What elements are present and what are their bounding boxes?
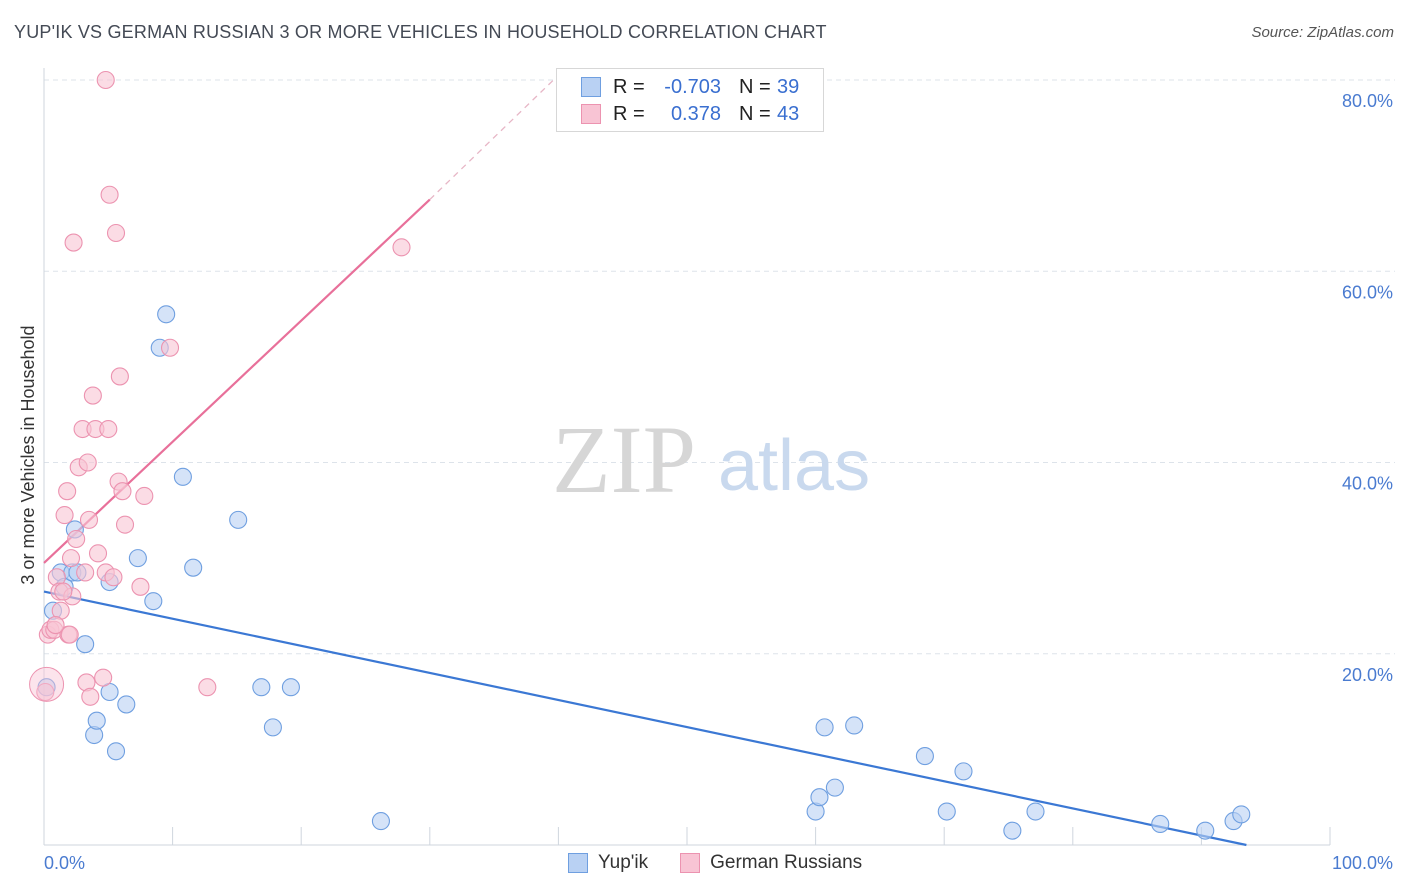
data-points [29, 70, 1251, 840]
yupik-point[interactable] [845, 716, 864, 735]
legend-n-label: N = [739, 75, 771, 98]
x-tick-label-max: 100.0% [1332, 853, 1393, 873]
yupik-point[interactable] [117, 695, 136, 714]
german-russians-point[interactable] [46, 616, 65, 635]
yupik-point[interactable] [815, 718, 834, 737]
yupik-point[interactable] [810, 788, 829, 807]
yupik-point[interactable] [87, 711, 106, 730]
yupik-point[interactable] [1151, 814, 1170, 834]
german-russians-point[interactable] [54, 582, 73, 601]
legend-n-value: 39 [777, 75, 800, 98]
legend-label-german-russians: German Russians [710, 852, 863, 873]
legend-row-yupik: R = -0.703 N = 39 [581, 74, 799, 100]
y-tick-label: 80.0% [1342, 91, 1393, 111]
legend-label-yupik: Yup'ik [598, 852, 649, 873]
yupik-point[interactable] [76, 635, 95, 654]
german-russians-point[interactable] [100, 185, 119, 204]
legend-r-label: R = [613, 75, 645, 98]
german-russians-point[interactable] [96, 70, 115, 90]
german-russians-point[interactable] [198, 678, 217, 697]
y-tick-label: 20.0% [1342, 665, 1393, 685]
legend-item-yupik[interactable]: Yup'ik [568, 852, 648, 874]
grid-lines [44, 79, 1395, 655]
yupik-point[interactable] [144, 592, 163, 611]
yupik-point[interactable] [1003, 821, 1022, 840]
german-russians-point[interactable] [60, 625, 79, 644]
german-russians-point[interactable] [106, 223, 126, 243]
chart-title: YUP'IK VS GERMAN RUSSIAN 3 OR MORE VEHIC… [14, 22, 827, 42]
legend-swatch-pink [581, 104, 601, 124]
yupik-point[interactable] [1196, 821, 1215, 840]
german-russians-point[interactable] [392, 238, 411, 257]
german-russians-trend-extension [429, 74, 559, 200]
legend-swatch-blue [581, 77, 601, 97]
german-russians-point[interactable] [76, 563, 95, 582]
german-russians-point[interactable] [99, 419, 118, 439]
german-russians-point[interactable] [78, 453, 97, 472]
legend-r-label: R = [613, 102, 645, 125]
yupik-point[interactable] [371, 812, 390, 831]
trend-lines [43, 74, 1247, 847]
watermark-atlas: atlas [718, 426, 870, 506]
legend-row-german-russians: R = 0.378 N = 43 [581, 101, 799, 127]
german-russians-point[interactable] [115, 515, 135, 534]
german-russians-point[interactable] [110, 367, 129, 386]
y-tick-label: 40.0% [1342, 474, 1393, 494]
legend-item-german-russians[interactable]: German Russians [680, 852, 862, 874]
yupik-point[interactable] [281, 678, 300, 697]
german-russians-point[interactable] [83, 386, 102, 405]
german-russians-point[interactable] [88, 544, 108, 563]
yupik-point[interactable] [184, 558, 203, 577]
watermark: ZIP atlas [552, 406, 870, 513]
german-russians-point[interactable] [160, 338, 180, 357]
yupik-point[interactable] [1232, 805, 1251, 824]
german-russians-point[interactable] [64, 233, 83, 252]
x-tick-label-min: 0.0% [44, 853, 85, 873]
legend-n-label: N = [739, 102, 771, 125]
source-label: Source: ZipAtlas.com [1251, 24, 1394, 41]
watermark-zip: ZIP [552, 406, 696, 513]
german-russians-point[interactable] [36, 682, 55, 702]
yupik-trend-line [43, 590, 1247, 847]
correlation-legend: R = -0.703 N = 39 R = 0.378 N = 43 [556, 68, 824, 132]
legend-swatch-pink [680, 853, 701, 873]
yupik-point[interactable] [106, 742, 126, 761]
german-russians-cluster-point[interactable] [29, 666, 65, 702]
german-russians-point[interactable] [58, 482, 77, 501]
german-russians-point[interactable] [94, 668, 113, 687]
axes: 20.0% 40.0% 60.0% 80.0% 0.0% 100.0% [43, 68, 1393, 873]
yupik-point[interactable] [252, 678, 271, 697]
y-axis-label: 3 or more Vehicles in Household [18, 325, 38, 584]
yupik-point[interactable] [825, 778, 844, 797]
legend-r-value: -0.703 [664, 75, 721, 98]
yupik-point[interactable] [173, 467, 192, 486]
german-russians-point[interactable] [131, 577, 150, 596]
german-russians-point[interactable] [79, 510, 99, 529]
yupik-point[interactable] [263, 718, 282, 737]
german-russians-point[interactable] [135, 486, 154, 506]
yupik-point[interactable] [128, 549, 147, 568]
german-russians-point[interactable] [61, 549, 81, 568]
legend-swatch-blue [568, 853, 588, 873]
legend-n-value: 43 [777, 102, 800, 125]
yupik-point[interactable] [157, 305, 176, 324]
german-russians-point[interactable] [81, 687, 100, 706]
legend-r-value: 0.378 [670, 102, 721, 125]
german-russians-point[interactable] [55, 506, 74, 525]
german-russians-point[interactable] [113, 482, 132, 501]
yupik-point[interactable] [954, 762, 973, 781]
german-russians-point[interactable] [104, 568, 123, 587]
german-russians-point[interactable] [67, 529, 86, 549]
yupik-point[interactable] [1026, 802, 1045, 821]
yupik-point[interactable] [229, 510, 248, 529]
yupik-point[interactable] [915, 747, 934, 766]
series-legend: Yup'ik German Russians [568, 852, 894, 874]
german-russians-trend-line [43, 198, 431, 564]
yupik-point[interactable] [937, 802, 956, 821]
y-tick-label: 60.0% [1342, 282, 1393, 302]
